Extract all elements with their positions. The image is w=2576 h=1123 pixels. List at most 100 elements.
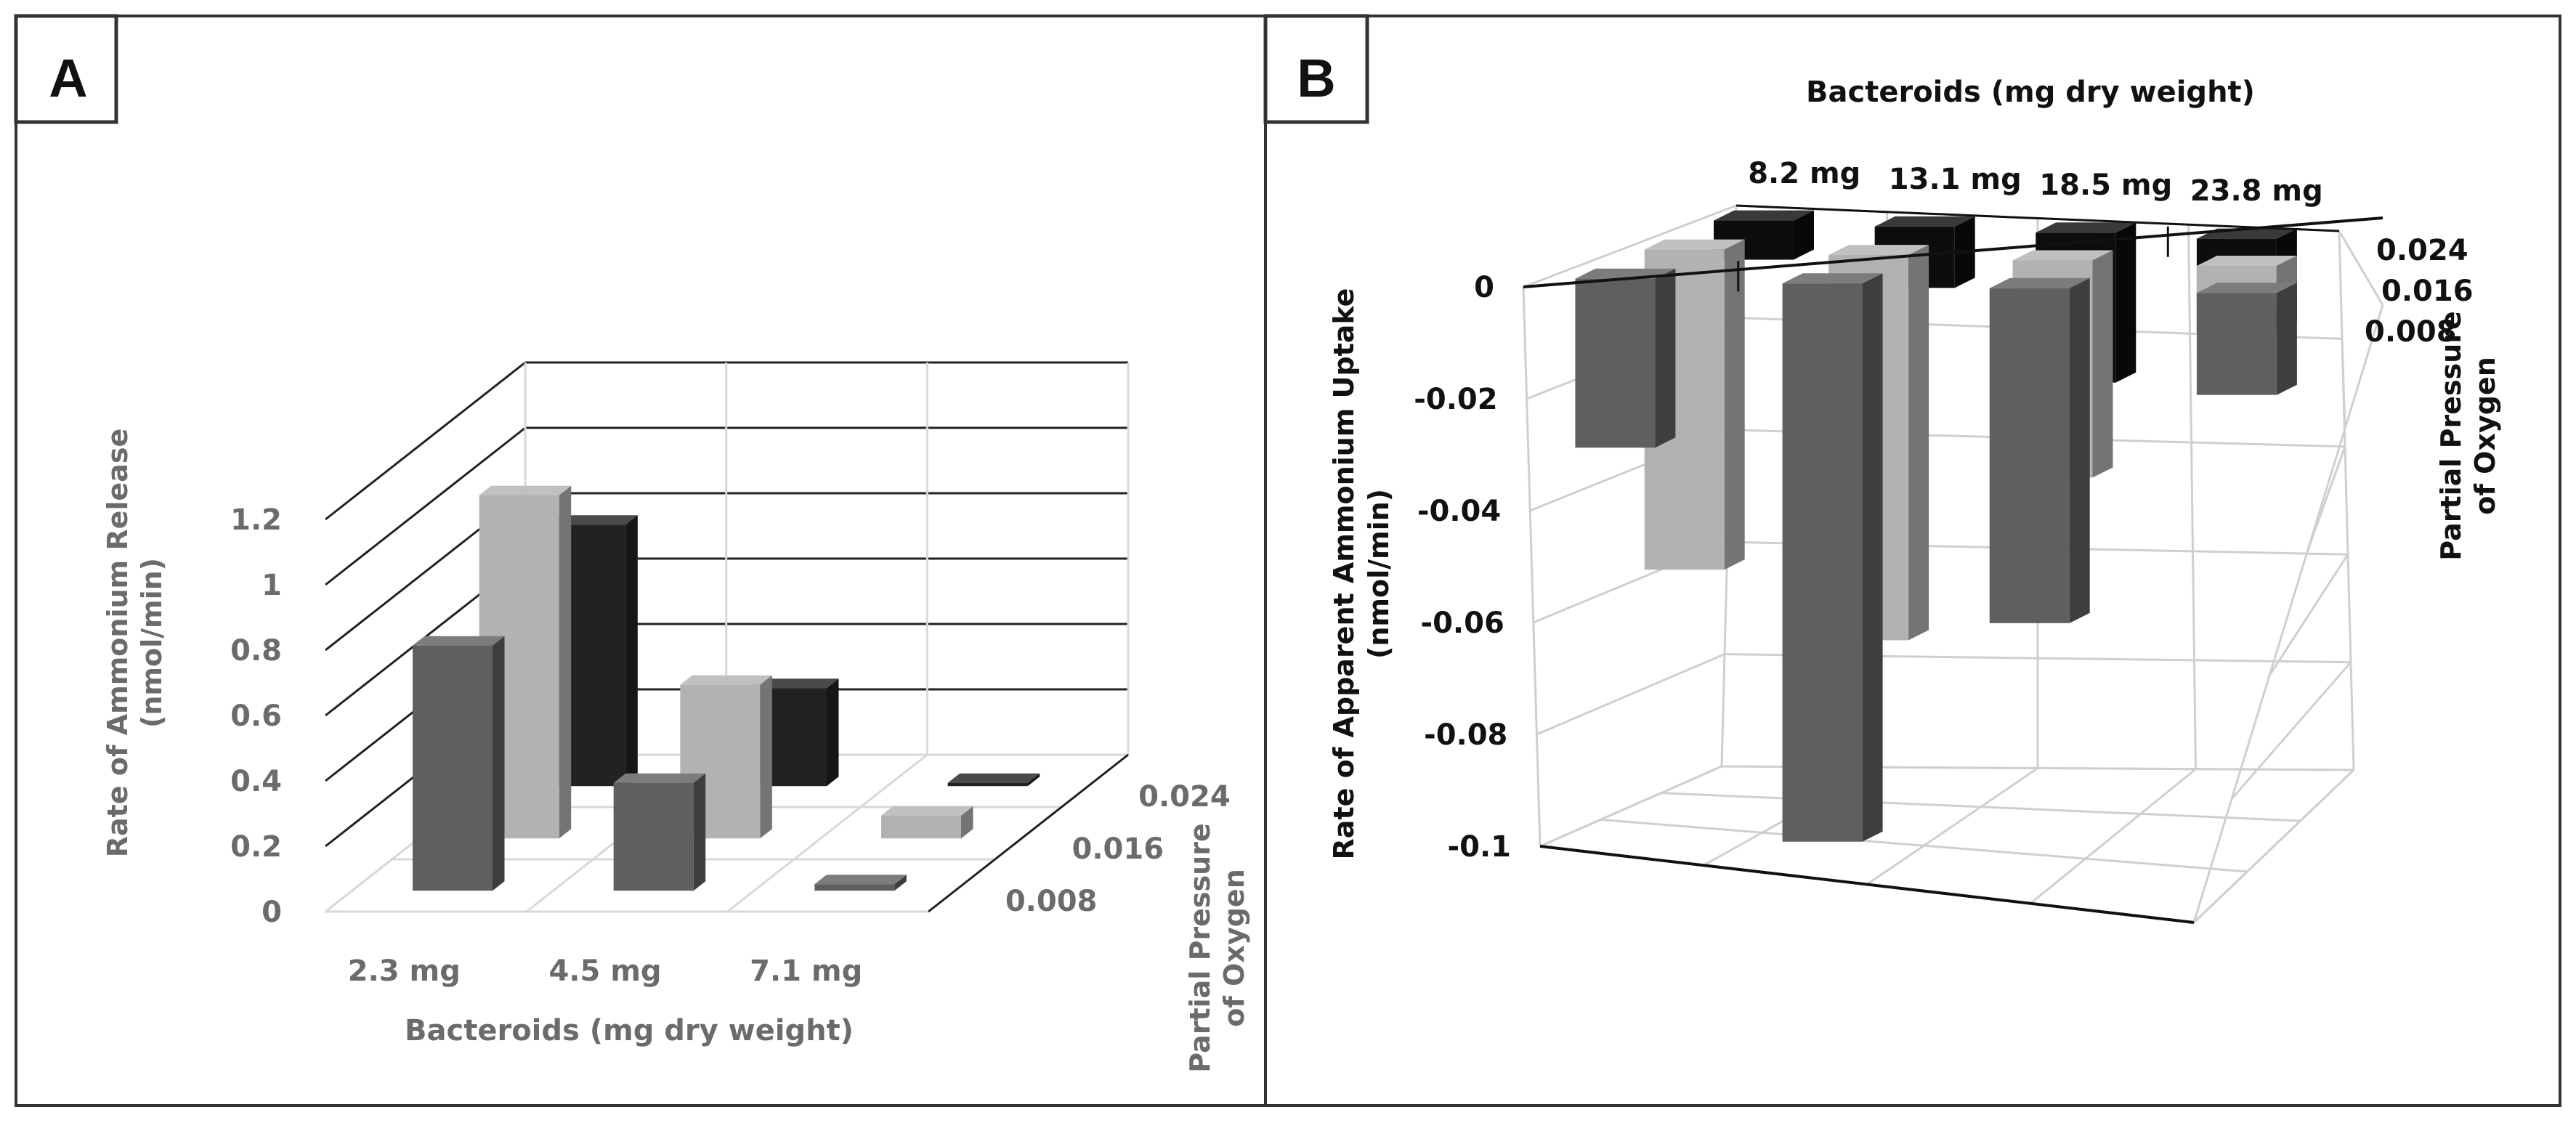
panel-a-bar-0_016-0-side	[559, 485, 572, 839]
panel-b-wall-edge	[1522, 286, 1542, 847]
panel-b-bar-0_016-2-side	[2092, 250, 2113, 478]
panel-b-left-wall-gridline	[1523, 204, 1737, 288]
panel-a: A 0 0.2 0.4 0.6 0.8 1 1.2 2.3 mg 4.5 mg 7.1 mg 0…	[14, 14, 1267, 1107]
panel-b-label-box	[1263, 14, 1369, 124]
panel-b-floor-line	[1661, 792, 2301, 822]
panel-a-z-tick-label: 0.016	[1072, 832, 1165, 866]
panel-b-right-wall-gridline	[2338, 230, 2384, 306]
panel-a-y-axis-title-line2: (nmol/min)	[136, 558, 168, 728]
panel-b-bar-0_008-1-side	[1862, 273, 1883, 842]
panel-b-zero-axis	[1523, 204, 2383, 292]
panel-b-right-wall-gridline	[2230, 661, 2352, 800]
panel-a-bar-0_016-2	[881, 806, 973, 839]
panel-a-bar-0_008-0-side	[493, 636, 505, 891]
panel-b-z-tick-label: 0.008	[2365, 315, 2457, 349]
panel-a-z-tick-label: 0.008	[1005, 885, 1098, 918]
panel-a-left-wall-gridline	[325, 426, 526, 586]
panel-a-bar-0_008-1-side	[693, 773, 706, 891]
panel-b-y-axis-title-line2: (nmol/min)	[1363, 489, 1395, 659]
panel-b-bar-0_008-1	[1782, 273, 1883, 842]
panel-b-bar-0_024-2-side	[2115, 222, 2136, 383]
panel-a-y-tick-label: 0.6	[230, 700, 282, 733]
panel-b-y-axis-title-line1: Rate of Apparent Ammonium Uptake	[1328, 288, 1360, 860]
panel-a-bar-0_008-2	[814, 875, 907, 891]
panel-b-back-zero-line	[1735, 204, 2340, 232]
panel-a-y-tick-labels: 0 0.2 0.4 0.6 0.8 1 1.2	[230, 503, 282, 929]
panel-b-x-axis-title: Bacteroids (mg dry weight)	[1806, 76, 2255, 109]
panel-a-bar-0_008-2-front	[814, 884, 895, 891]
panel-b-wall-edge	[2192, 304, 2384, 923]
panel-b-right-wall-gridline	[2268, 554, 2349, 676]
panel-a-x-tick-label: 2.3 mg	[348, 954, 461, 988]
panel-b-z-tick-label: 0.024	[2376, 234, 2468, 267]
panel-a-label: A	[49, 48, 87, 108]
panel-a-z-axis-title-line2: of Oxygen	[1218, 869, 1250, 1026]
panel-a-bar-0_008-0-top	[413, 636, 505, 646]
panel-a-z-tick-label: 0.024	[1138, 780, 1231, 814]
panel-a-bar-0_016-2-front	[881, 815, 961, 839]
panel-a-floor-line	[726, 753, 928, 913]
panel-b-y-tick-label: -0.08	[1424, 718, 1507, 752]
panel-b-y-tick-label: -0.1	[1448, 830, 1511, 864]
panel-a-bar-0_008-1-top	[613, 773, 706, 783]
panel-b-z-tick-label: 0.016	[2381, 275, 2474, 308]
panel-b-z-axis-title-line2: of Oxygen	[2469, 357, 2501, 514]
panel-b-bar-0_008-3-side	[2276, 283, 2297, 395]
panel-a-y-tick-label: 1	[262, 569, 282, 602]
panel-a-bar-0_024-2	[947, 773, 1040, 787]
panel-b-bar-0_008-2-top	[1989, 277, 2090, 288]
panel-b-back-wall-vline	[2187, 224, 2197, 769]
panel-b-x-tick-label: 8.2 mg	[1748, 157, 1860, 190]
panel-a-label-box	[14, 14, 118, 124]
panel-b-bar-0_016-1-side	[1908, 245, 1929, 641]
panel-a-left-wall-gridline	[325, 361, 526, 521]
panel-b-bar-0_008-1-front	[1782, 283, 1863, 842]
panel-b-x-tick-labels: 8.2 mg 13.1 mg 18.5 mg 23.8 mg	[1748, 157, 2323, 208]
panel-a-bar-0_008-0-front	[413, 645, 493, 891]
panel-b-frame	[1264, 15, 2561, 1107]
panel-a-y-tick-label: 0	[262, 896, 282, 929]
panel-b-y-tick-label: -0.06	[1421, 607, 1504, 640]
panel-b-floor-line	[1600, 818, 2248, 873]
panel-a-bar-0_016-2-side	[961, 806, 973, 839]
panel-a-bar-0_008-1	[613, 773, 706, 891]
panel-b-floor-line	[2030, 768, 2197, 904]
panel-b-x-tick-label: 18.5 mg	[2039, 169, 2172, 202]
panel-b-z-axis-title-line1: Partial Pressure	[2435, 311, 2467, 560]
panel-b-y-tick-label: 0	[1474, 271, 1494, 304]
panel-b-bar-0_016-0-top	[1644, 239, 1745, 250]
panel-a-bar-0_016-2-top	[881, 806, 973, 816]
panel-b-bar-0_016-3-top	[2196, 256, 2297, 266]
panel-b-bar-0_016-1-top	[1828, 245, 1929, 256]
panel-b-bar-0_024-0-top	[1714, 210, 1814, 221]
panel-b-y-tick-label: -0.04	[1417, 495, 1501, 528]
panel-b-bar-0_008-0-side	[1655, 268, 1676, 448]
panel-b-label: B	[1297, 48, 1335, 108]
panel-a-bars	[413, 485, 1040, 891]
panel-b-bar-0_008-3-front	[2196, 293, 2277, 395]
panel-a-bar-0_016-0-top	[479, 485, 572, 495]
panel-b-x-tick-label: 23.8 mg	[2190, 174, 2323, 208]
panel-b-bar-0_008-3	[2196, 283, 2297, 395]
panel-b-floor-line	[1539, 765, 1722, 848]
panel-b-bar-0_008-2-side	[2069, 277, 2090, 623]
panel-a-bar-0_024-1-side	[827, 678, 839, 787]
panel-b-bar-0_016-0-side	[1724, 239, 1745, 570]
panel-a-x-axis-title: Bacteroids (mg dry weight)	[405, 1014, 854, 1047]
panel-b-floor-line	[2192, 769, 2355, 924]
panel-b-x-tick-label: 13.1 mg	[1889, 163, 2022, 196]
panel-a-z-tick-labels: 0.008 0.016 0.024	[1005, 780, 1231, 918]
panel-b-bar-0_008-0	[1575, 268, 1676, 448]
panel-a-bar-0_024-2-front	[947, 782, 1028, 787]
panel-a-bar-0_008-2-top	[814, 875, 907, 885]
panel-b-floor-line	[1866, 767, 2038, 885]
panel-a-bar-0_024-2-side	[1027, 773, 1040, 787]
panel-a-bar-0_024-0-side	[625, 515, 638, 787]
panel-b-bar-0_008-1-top	[1782, 273, 1883, 284]
panel-b-bar-0_024-0-side	[1794, 210, 1814, 260]
panel-b-bar-0_008-3-top	[2196, 283, 2297, 293]
panel-a-y-tick-label: 0.4	[230, 765, 282, 798]
panel-a-z-axis-title-line1: Partial Pressure	[1184, 823, 1216, 1072]
panel-a-x-tick-labels: 2.3 mg 4.5 mg 7.1 mg	[348, 954, 862, 988]
